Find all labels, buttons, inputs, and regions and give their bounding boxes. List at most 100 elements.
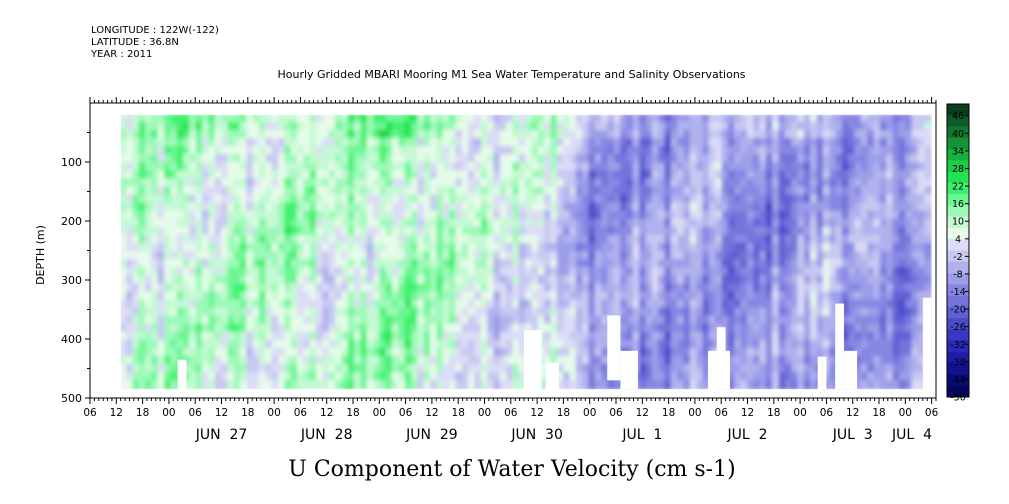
- heatmap-cell: [797, 234, 806, 245]
- heatmap-cell: [202, 234, 211, 245]
- heatmap-cell: [873, 114, 882, 124]
- heatmap-cell: [569, 202, 578, 213]
- heatmap-cell: [518, 299, 528, 310]
- heatmap-cell: [537, 250, 547, 262]
- heatmap-cell: [366, 121, 376, 132]
- heatmap-cell: [284, 372, 293, 383]
- heatmap-cell: [715, 242, 724, 253]
- heatmap-cell: [601, 307, 610, 318]
- heatmap-cell: [157, 146, 167, 157]
- heatmap-cell: [189, 331, 198, 342]
- heatmap-cell: [835, 146, 844, 157]
- heatmap-cell: [506, 259, 515, 270]
- heatmap-cell: [632, 323, 642, 334]
- heatmap-cell: [379, 291, 388, 302]
- heatmap-cell: [639, 138, 648, 149]
- heatmap-cell: [537, 339, 547, 350]
- heatmap-cell: [436, 283, 445, 294]
- heatmap-cell: [898, 339, 908, 350]
- heatmap-cell: [715, 267, 724, 278]
- heatmap-cell: [702, 267, 711, 278]
- heatmap-cell: [518, 307, 528, 318]
- heatmap-cell: [822, 347, 832, 358]
- heatmap-cell: [499, 267, 509, 278]
- heatmap-cell: [632, 299, 642, 310]
- heatmap-cell: [879, 315, 889, 326]
- heatmap-cell: [322, 339, 331, 350]
- heatmap-cell: [867, 170, 876, 181]
- heatmap-cell: [867, 121, 876, 132]
- heatmap-cell: [208, 186, 217, 197]
- heatmap-cell: [797, 323, 806, 334]
- heatmap-cell: [487, 259, 496, 270]
- heatmap-cell: [740, 162, 749, 173]
- heatmap-cell: [651, 339, 661, 350]
- heatmap-cell: [335, 259, 344, 270]
- heatmap-cell: [575, 380, 585, 390]
- heatmap-cell: [531, 121, 540, 132]
- x-hour-label: 12: [741, 407, 754, 419]
- heatmap-cell: [759, 347, 768, 358]
- heatmap-cell: [202, 299, 211, 310]
- heatmap-cell: [284, 146, 293, 157]
- heatmap-cell: [816, 218, 825, 229]
- heatmap-cell: [202, 242, 211, 253]
- heatmap-cell: [240, 218, 249, 229]
- heatmap-cell: [126, 242, 135, 253]
- heatmap-cell: [461, 170, 471, 181]
- heatmap-cell: [487, 178, 496, 189]
- heatmap-cell: [537, 226, 547, 237]
- heatmap-cell: [474, 242, 483, 253]
- heatmap-cell: [670, 291, 680, 302]
- heatmap-cell: [886, 154, 895, 165]
- heatmap-cell: [284, 331, 293, 342]
- heatmap-cell: [886, 347, 895, 358]
- heatmap-cell: [575, 250, 585, 262]
- heatmap-cell: [411, 355, 420, 366]
- heatmap-cell: [563, 307, 572, 318]
- heatmap-cell: [658, 210, 667, 221]
- heatmap-cell: [392, 291, 401, 302]
- heatmap-cell: [563, 363, 572, 375]
- heatmap-cell: [208, 114, 217, 124]
- heatmap-cell: [278, 194, 287, 205]
- heatmap-cell: [784, 355, 794, 366]
- heatmap-cell: [411, 162, 420, 173]
- heatmap-cell: [487, 372, 496, 383]
- heatmap-cell: [582, 331, 591, 342]
- heatmap-cell: [715, 210, 724, 221]
- heatmap-cell: [430, 267, 439, 278]
- heatmap-cell: [278, 170, 287, 181]
- heatmap-cell: [879, 299, 889, 310]
- heatmap-cell: [683, 347, 692, 358]
- heatmap-cell: [468, 194, 477, 205]
- heatmap-cell: [759, 250, 768, 262]
- heatmap-cell: [309, 267, 319, 278]
- heatmap-cell: [493, 234, 502, 245]
- heatmap-cell: [575, 162, 585, 173]
- heatmap-cell: [746, 307, 756, 318]
- heatmap-cell: [721, 259, 730, 270]
- heatmap-cell: [214, 355, 224, 366]
- heatmap-cell: [670, 339, 680, 350]
- heatmap-cell: [860, 347, 870, 358]
- x-hour-label: 00: [688, 407, 701, 419]
- heatmap-cell: [911, 186, 920, 197]
- heatmap-cell: [620, 339, 629, 350]
- heatmap-cell: [449, 267, 458, 278]
- heatmap-cell: [810, 331, 819, 342]
- heatmap-cell: [303, 323, 312, 334]
- heatmap-cell: [670, 121, 680, 132]
- heatmap-cell: [506, 121, 515, 132]
- heatmap-cell: [252, 138, 262, 149]
- heatmap-cell: [354, 210, 363, 221]
- heatmap-cell: [924, 194, 932, 205]
- heatmap-cell: [860, 363, 870, 375]
- heatmap-cell: [176, 267, 186, 278]
- heatmap-cell: [322, 129, 331, 141]
- heatmap-cell: [664, 315, 673, 326]
- heatmap-cell: [873, 315, 882, 326]
- heatmap-cell: [278, 267, 287, 278]
- heatmap-cell: [189, 226, 198, 237]
- heatmap-cell: [696, 129, 705, 141]
